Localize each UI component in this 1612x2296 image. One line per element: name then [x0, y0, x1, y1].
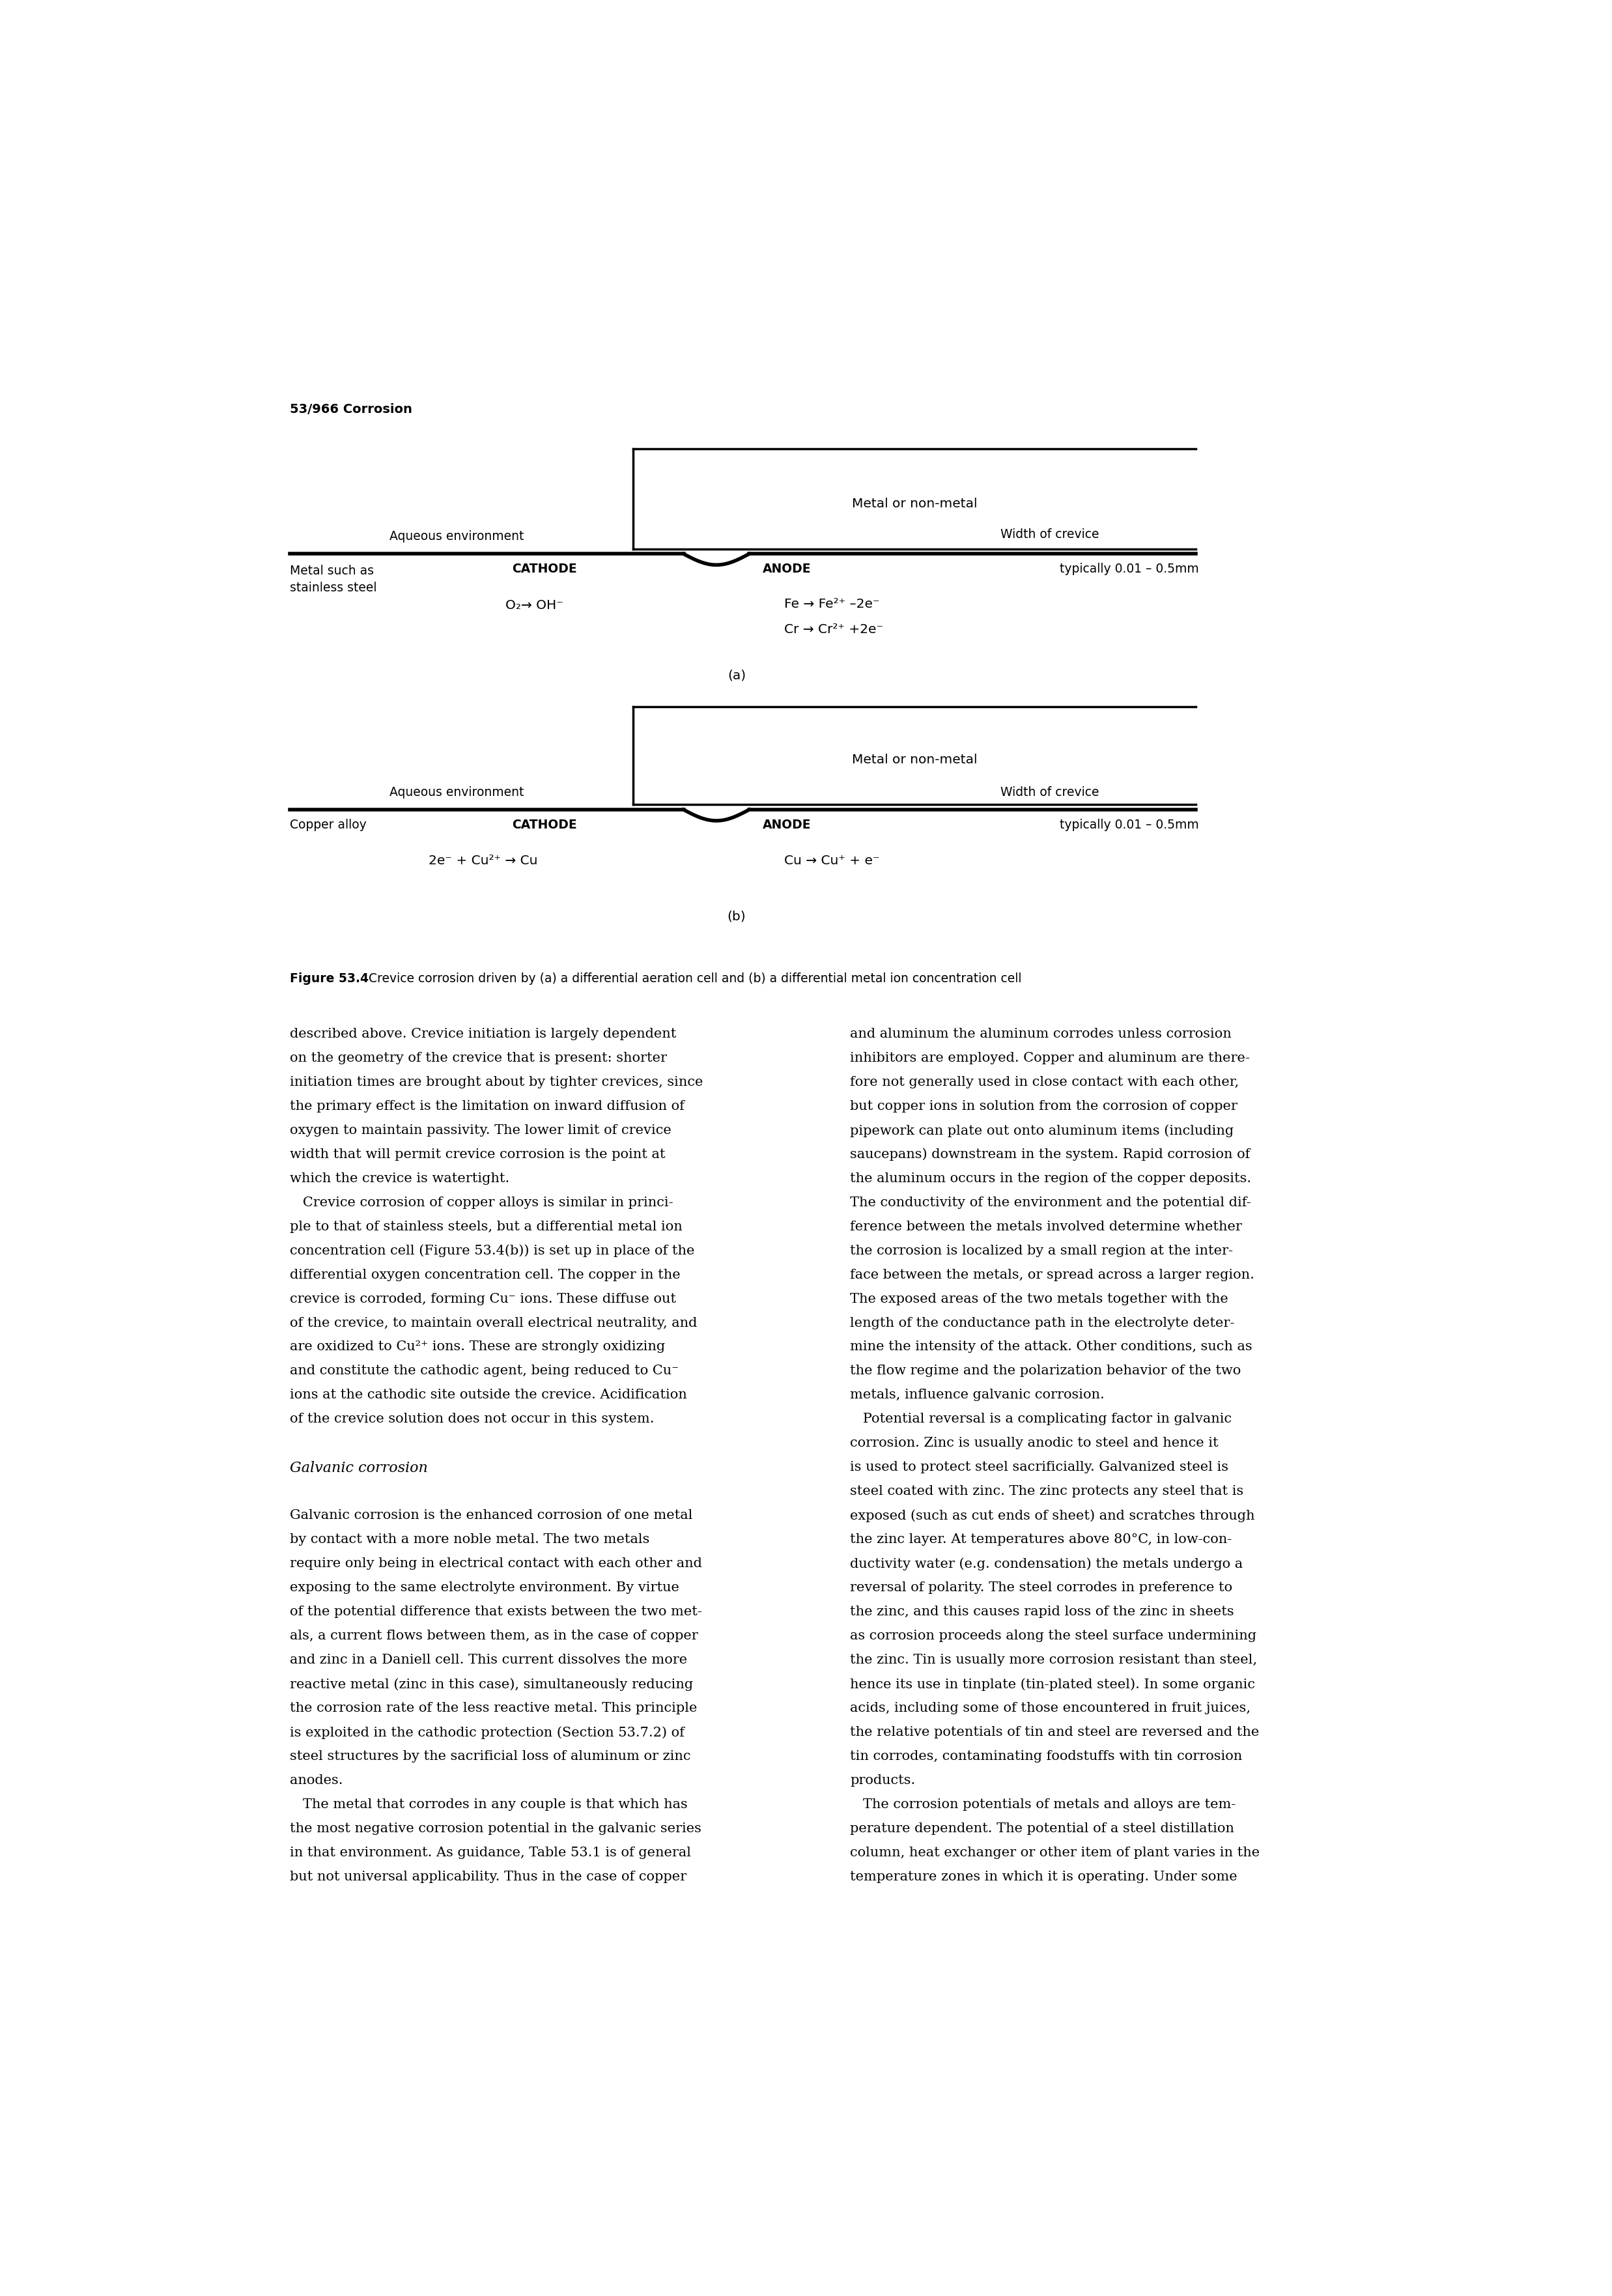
Text: mine the intensity of the attack. Other conditions, such as: mine the intensity of the attack. Other …	[850, 1341, 1253, 1352]
Text: the corrosion rate of the less reactive metal. This principle: the corrosion rate of the less reactive …	[290, 1701, 696, 1715]
Text: Copper alloy: Copper alloy	[290, 820, 366, 831]
Text: ference between the metals involved determine whether: ference between the metals involved dete…	[850, 1221, 1243, 1233]
Text: 53/966 Corrosion: 53/966 Corrosion	[290, 404, 413, 416]
Text: Figure 53.4: Figure 53.4	[290, 974, 369, 985]
Text: and aluminum the aluminum corrodes unless corrosion: and aluminum the aluminum corrodes unles…	[850, 1029, 1232, 1040]
Text: exposing to the same electrolyte environment. By virtue: exposing to the same electrolyte environ…	[290, 1582, 679, 1593]
Text: are oxidized to Cu²⁺ ions. These are strongly oxidizing: are oxidized to Cu²⁺ ions. These are str…	[290, 1341, 666, 1352]
Text: The conductivity of the environment and the potential dif-: The conductivity of the environment and …	[850, 1196, 1251, 1208]
Text: steel structures by the sacrificial loss of aluminum or zinc: steel structures by the sacrificial loss…	[290, 1750, 690, 1763]
Text: (b): (b)	[727, 909, 746, 923]
Text: of the crevice solution does not occur in this system.: of the crevice solution does not occur i…	[290, 1412, 654, 1426]
Text: metals, influence galvanic corrosion.: metals, influence galvanic corrosion.	[850, 1389, 1104, 1401]
Text: Galvanic corrosion: Galvanic corrosion	[290, 1460, 427, 1476]
Text: Fe → Fe²⁺ –2e⁻: Fe → Fe²⁺ –2e⁻	[785, 597, 880, 611]
Text: but copper ions in solution from the corrosion of copper: but copper ions in solution from the cor…	[850, 1100, 1238, 1114]
Text: ple to that of stainless steels, but a differential metal ion: ple to that of stainless steels, but a d…	[290, 1221, 682, 1233]
Text: ANODE: ANODE	[762, 820, 811, 831]
Text: The exposed areas of the two metals together with the: The exposed areas of the two metals toge…	[850, 1293, 1228, 1304]
Text: reversal of polarity. The steel corrodes in preference to: reversal of polarity. The steel corrodes…	[850, 1582, 1233, 1593]
Text: Cr → Cr²⁺ +2e⁻: Cr → Cr²⁺ +2e⁻	[785, 622, 883, 636]
Text: typically 0.01 – 0.5mm: typically 0.01 – 0.5mm	[1059, 563, 1199, 576]
Text: but not universal applicability. Thus in the case of copper: but not universal applicability. Thus in…	[290, 1871, 687, 1883]
Text: the flow regime and the polarization behavior of the two: the flow regime and the polarization beh…	[850, 1364, 1241, 1378]
Text: ions at the cathodic site outside the crevice. Acidification: ions at the cathodic site outside the cr…	[290, 1389, 687, 1401]
Text: hence its use in tinplate (tin-plated steel). In some organic: hence its use in tinplate (tin-plated st…	[850, 1678, 1256, 1690]
Text: CATHODE: CATHODE	[513, 563, 577, 576]
Text: Cu → Cu⁺ + e⁻: Cu → Cu⁺ + e⁻	[785, 854, 880, 868]
Text: differential oxygen concentration cell. The copper in the: differential oxygen concentration cell. …	[290, 1270, 680, 1281]
Text: Crevice corrosion of copper alloys is similar in princi-: Crevice corrosion of copper alloys is si…	[290, 1196, 674, 1208]
Text: the primary effect is the limitation on inward diffusion of: the primary effect is the limitation on …	[290, 1100, 685, 1114]
Text: column, heat exchanger or other item of plant varies in the: column, heat exchanger or other item of …	[850, 1846, 1261, 1860]
Text: the relative potentials of tin and steel are reversed and the: the relative potentials of tin and steel…	[850, 1727, 1259, 1738]
Text: in that environment. As guidance, Table 53.1 is of general: in that environment. As guidance, Table …	[290, 1846, 692, 1860]
Text: 2e⁻ + Cu²⁺ → Cu: 2e⁻ + Cu²⁺ → Cu	[429, 854, 538, 868]
Text: face between the metals, or spread across a larger region.: face between the metals, or spread acros…	[850, 1270, 1254, 1281]
Text: acids, including some of those encountered in fruit juices,: acids, including some of those encounter…	[850, 1701, 1251, 1715]
Text: require only being in electrical contact with each other and: require only being in electrical contact…	[290, 1557, 703, 1570]
Text: crevice is corroded, forming Cu⁻ ions. These diffuse out: crevice is corroded, forming Cu⁻ ions. T…	[290, 1293, 675, 1304]
Text: the aluminum occurs in the region of the copper deposits.: the aluminum occurs in the region of the…	[850, 1173, 1251, 1185]
Text: (a): (a)	[727, 668, 746, 682]
Text: tin corrodes, contaminating foodstuffs with tin corrosion: tin corrodes, contaminating foodstuffs w…	[850, 1750, 1243, 1763]
Text: the corrosion is localized by a small region at the inter-: the corrosion is localized by a small re…	[850, 1244, 1233, 1256]
Text: inhibitors are employed. Copper and aluminum are there-: inhibitors are employed. Copper and alum…	[850, 1052, 1249, 1065]
Text: oxygen to maintain passivity. The lower limit of crevice: oxygen to maintain passivity. The lower …	[290, 1125, 671, 1137]
Text: Galvanic corrosion is the enhanced corrosion of one metal: Galvanic corrosion is the enhanced corro…	[290, 1508, 693, 1522]
Text: Crevice corrosion driven by (a) a differential aeration cell and (b) a different: Crevice corrosion driven by (a) a differ…	[364, 974, 1022, 985]
Text: and zinc in a Daniell cell. This current dissolves the more: and zinc in a Daniell cell. This current…	[290, 1653, 687, 1667]
Text: Width of crevice: Width of crevice	[999, 785, 1099, 799]
Text: width that will permit crevice corrosion is the point at: width that will permit crevice corrosion…	[290, 1148, 666, 1159]
Text: The corrosion potentials of metals and alloys are tem-: The corrosion potentials of metals and a…	[850, 1798, 1236, 1812]
Text: initiation times are brought about by tighter crevices, since: initiation times are brought about by ti…	[290, 1077, 703, 1088]
Text: perature dependent. The potential of a steel distillation: perature dependent. The potential of a s…	[850, 1823, 1235, 1835]
Text: the zinc layer. At temperatures above 80°C, in low-con-: the zinc layer. At temperatures above 80…	[850, 1534, 1232, 1545]
Text: CATHODE: CATHODE	[513, 820, 577, 831]
Text: temperature zones in which it is operating. Under some: temperature zones in which it is operati…	[850, 1871, 1238, 1883]
Text: typically 0.01 – 0.5mm: typically 0.01 – 0.5mm	[1059, 820, 1199, 831]
Text: saucepans) downstream in the system. Rapid corrosion of: saucepans) downstream in the system. Rap…	[850, 1148, 1251, 1162]
Text: Aqueous environment: Aqueous environment	[388, 530, 524, 542]
Text: Potential reversal is a complicating factor in galvanic: Potential reversal is a complicating fac…	[850, 1412, 1232, 1426]
Text: Metal or non-metal: Metal or non-metal	[851, 498, 977, 510]
Text: of the crevice, to maintain overall electrical neutrality, and: of the crevice, to maintain overall elec…	[290, 1316, 696, 1329]
Text: is exploited in the cathodic protection (Section 53.7.2) of: is exploited in the cathodic protection …	[290, 1727, 685, 1738]
Text: Aqueous environment: Aqueous environment	[388, 785, 524, 799]
Text: on the geometry of the crevice that is present: shorter: on the geometry of the crevice that is p…	[290, 1052, 667, 1065]
Text: O₂→ OH⁻: O₂→ OH⁻	[506, 599, 564, 611]
Text: als, a current flows between them, as in the case of copper: als, a current flows between them, as in…	[290, 1630, 698, 1642]
Text: the most negative corrosion potential in the galvanic series: the most negative corrosion potential in…	[290, 1823, 701, 1835]
Text: and constitute the cathodic agent, being reduced to Cu⁻: and constitute the cathodic agent, being…	[290, 1364, 679, 1378]
Text: length of the conductance path in the electrolyte deter-: length of the conductance path in the el…	[850, 1316, 1235, 1329]
Text: fore not generally used in close contact with each other,: fore not generally used in close contact…	[850, 1077, 1240, 1088]
Text: Metal such as: Metal such as	[290, 565, 374, 576]
Text: which the crevice is watertight.: which the crevice is watertight.	[290, 1173, 509, 1185]
Text: steel coated with zinc. The zinc protects any steel that is: steel coated with zinc. The zinc protect…	[850, 1486, 1244, 1497]
Text: the zinc. Tin is usually more corrosion resistant than steel,: the zinc. Tin is usually more corrosion …	[850, 1653, 1257, 1667]
Text: is used to protect steel sacrificially. Galvanized steel is: is used to protect steel sacrificially. …	[850, 1460, 1228, 1474]
Text: the zinc, and this causes rapid loss of the zinc in sheets: the zinc, and this causes rapid loss of …	[850, 1605, 1235, 1619]
Text: Metal or non-metal: Metal or non-metal	[851, 753, 977, 765]
Text: anodes.: anodes.	[290, 1775, 343, 1786]
Text: pipework can plate out onto aluminum items (including: pipework can plate out onto aluminum ite…	[850, 1125, 1233, 1137]
Text: exposed (such as cut ends of sheet) and scratches through: exposed (such as cut ends of sheet) and …	[850, 1508, 1254, 1522]
Text: stainless steel: stainless steel	[290, 581, 377, 595]
Text: ANODE: ANODE	[762, 563, 811, 576]
Text: Width of crevice: Width of crevice	[999, 528, 1099, 540]
Text: of the potential difference that exists between the two met-: of the potential difference that exists …	[290, 1605, 703, 1619]
Text: corrosion. Zinc is usually anodic to steel and hence it: corrosion. Zinc is usually anodic to ste…	[850, 1437, 1219, 1449]
Text: products.: products.	[850, 1775, 916, 1786]
Text: reactive metal (zinc in this case), simultaneously reducing: reactive metal (zinc in this case), simu…	[290, 1678, 693, 1690]
Text: by contact with a more noble metal. The two metals: by contact with a more noble metal. The …	[290, 1534, 650, 1545]
Text: ductivity water (e.g. condensation) the metals undergo a: ductivity water (e.g. condensation) the …	[850, 1557, 1243, 1570]
Text: concentration cell (Figure 53.4(b)) is set up in place of the: concentration cell (Figure 53.4(b)) is s…	[290, 1244, 695, 1258]
Text: described above. Crevice initiation is largely dependent: described above. Crevice initiation is l…	[290, 1029, 677, 1040]
Text: as corrosion proceeds along the steel surface undermining: as corrosion proceeds along the steel su…	[850, 1630, 1256, 1642]
Text: The metal that corrodes in any couple is that which has: The metal that corrodes in any couple is…	[290, 1798, 688, 1812]
